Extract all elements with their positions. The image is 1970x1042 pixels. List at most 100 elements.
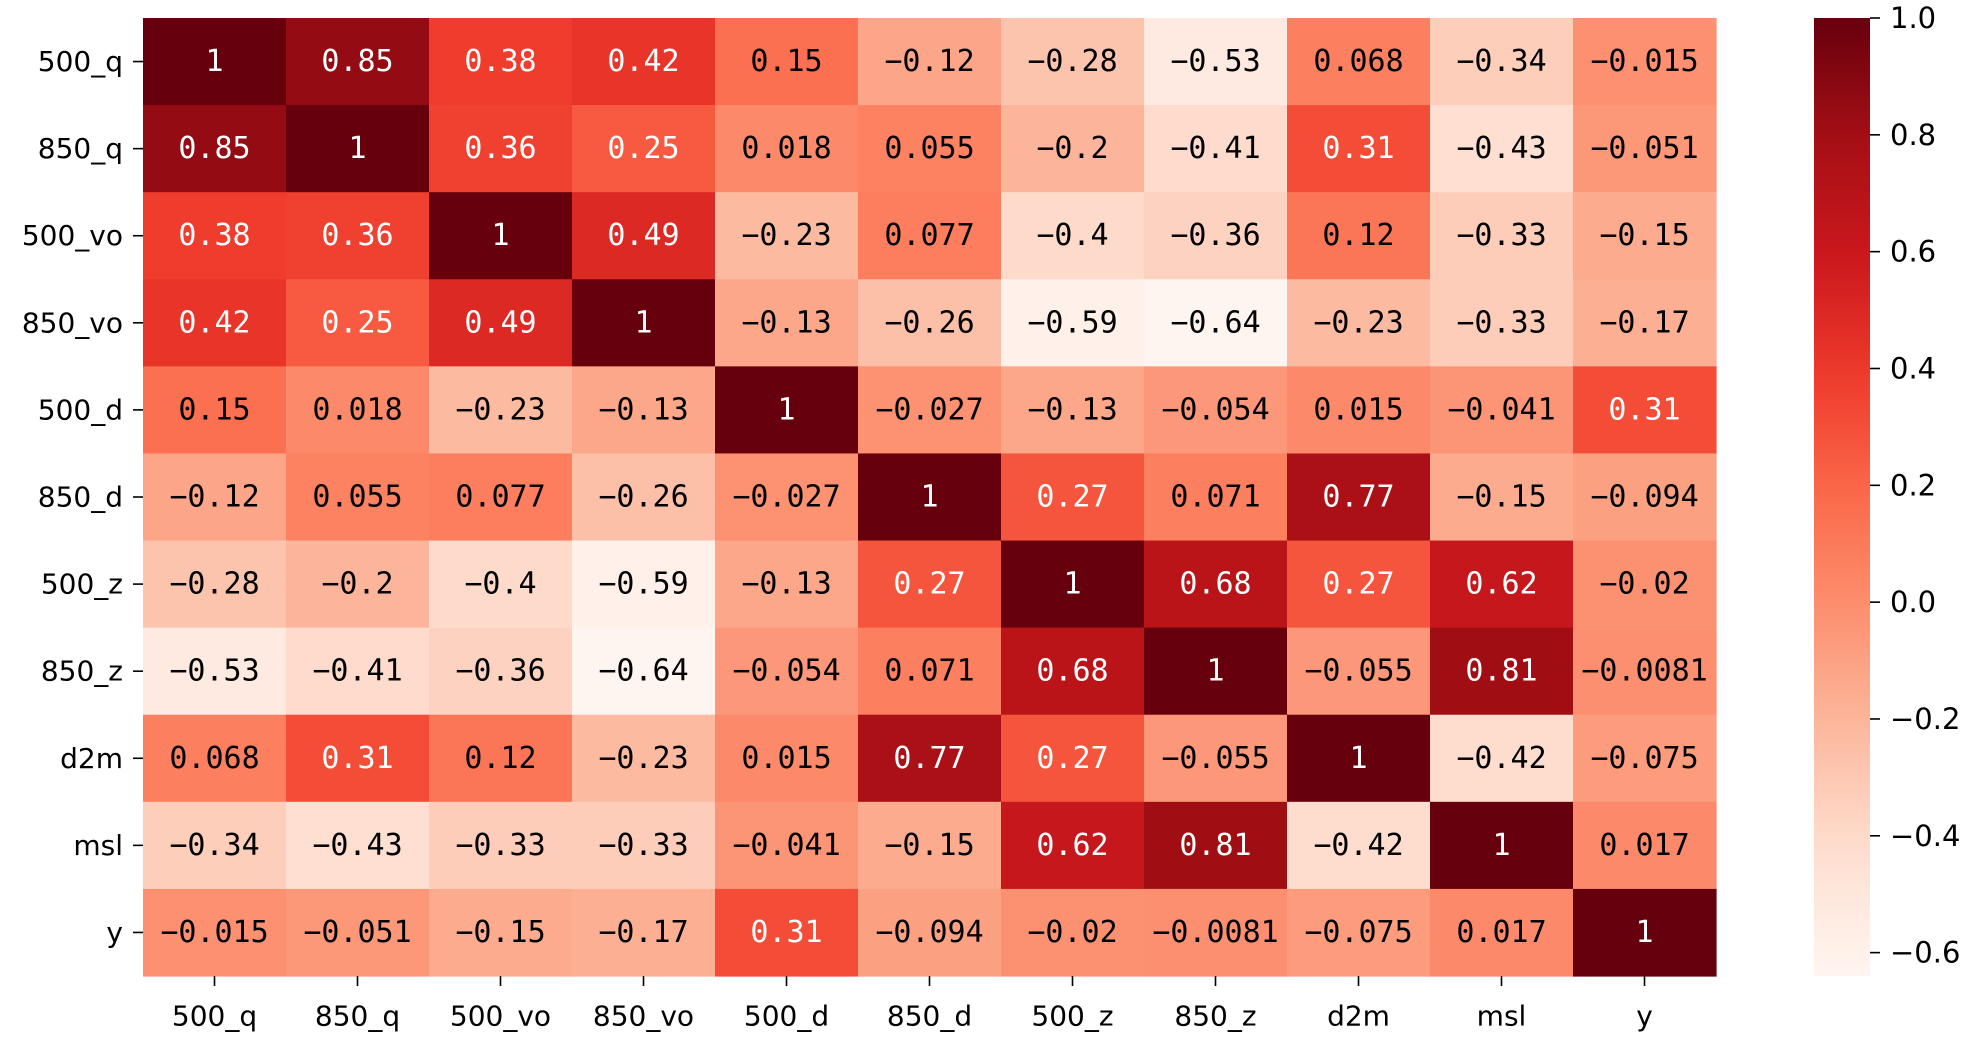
cell-value-label: 0.68 [1179,567,1251,602]
cell-value-label: −0.13 [1027,392,1117,427]
cell-value-label: −0.13 [598,392,688,427]
heatmap-cell [1144,801,1288,890]
cell-value-label: −0.041 [1447,392,1555,427]
cell-value-label: −0.34 [169,828,259,863]
heatmap-cell [1573,192,1717,280]
cell-value-label: −0.051 [1590,131,1698,166]
cell-value-label: −0.41 [312,654,402,689]
heatmap-cell [1287,105,1431,193]
cell-value-label: 0.068 [1313,44,1403,79]
heatmap-cell [572,105,716,193]
cell-value-label: −0.02 [1027,915,1117,950]
cell-value-label: 0.15 [750,44,822,79]
heatmap-cell [572,540,716,629]
cell-value-label: 0.25 [607,131,679,166]
y-tick-label: y [106,916,123,949]
heatmap-cell [572,714,716,803]
cell-value-label: 0.31 [1608,392,1680,427]
heatmap-cell [715,105,859,193]
cell-value-label: −0.015 [160,915,268,950]
cell-value-label: −0.075 [1590,741,1698,776]
cell-value-label: 0.85 [178,131,250,166]
cell-value-label: 0.055 [884,131,974,166]
y-tick-label: 500_vo [22,219,123,252]
heatmap-cell [429,105,573,193]
heatmap-cell [1287,453,1431,542]
heatmap-cell [1001,366,1145,455]
cell-value-label: 0.62 [1465,567,1537,602]
heatmap-annotations: 1 0.85 0.38 0.42 0.15 −0.12 −0.28 −0.53 0.068 −0.… [160,44,1707,950]
heatmap-cell [143,801,287,890]
x-tick-label: msl [1477,1000,1527,1033]
heatmap-cell [1430,192,1574,280]
colorbar-tick-label: −0.6 [1890,936,1960,970]
cell-value-label: 0.077 [884,218,974,253]
cell-value-label: 1 [1206,654,1224,689]
colorbar-tick-label: 1.0 [1890,1,1936,35]
cell-value-label: 0.36 [464,131,536,166]
cell-value-label: 0.49 [607,218,679,253]
heatmap-cell [1287,627,1431,716]
heatmap-cell [572,801,716,890]
heatmap-cell [715,453,859,542]
heatmap-cell [715,627,859,716]
heatmap-cell [715,366,859,455]
cell-value-label: −0.36 [1170,218,1260,253]
x-tick-label: 850_d [887,1000,972,1033]
heatmap-cell [429,888,573,977]
heatmap-cell [715,888,859,977]
cell-value-label: −0.094 [1590,480,1698,515]
y-tick-label: 850_q [38,132,123,165]
heatmap-cell [1001,627,1145,716]
heatmap-cell [143,714,287,803]
heatmap-cell [1430,540,1574,629]
cell-value-label: −0.2 [321,567,393,602]
heatmap-cell [1573,105,1717,193]
cell-value-label: 0.31 [321,741,393,776]
heatmap-cells [143,18,1717,977]
heatmap-cell [1430,453,1574,542]
cell-value-label: 1 [920,480,938,515]
cell-value-label: −0.42 [1313,828,1403,863]
heatmap-cell [286,105,430,193]
heatmap-cell [715,801,859,890]
heatmap-cell [286,888,430,977]
heatmap-cell [715,192,859,280]
cell-value-label: −0.027 [732,480,840,515]
heatmap-cell [286,627,430,716]
heatmap-cell [143,888,287,977]
heatmap-cell [429,279,573,367]
heatmap-cell [1001,192,1145,280]
cell-value-label: 0.62 [1036,828,1108,863]
cell-value-label: 1 [1492,828,1510,863]
heatmap-cell [1430,105,1574,193]
heatmap-cell [1144,279,1288,367]
cell-value-label: 0.36 [321,218,393,253]
cell-value-label: −0.094 [875,915,983,950]
x-tick-label: 500_vo [450,1000,551,1033]
y-tick-label: 500_d [38,393,123,426]
cell-value-label: 1 [205,44,223,79]
heatmap-cell [286,453,430,542]
cell-value-label: 1 [634,305,652,340]
cell-value-label: 0.12 [1322,218,1394,253]
heatmap-cell [858,540,1002,629]
cell-value-label: 0.31 [750,915,822,950]
heatmap-cell [1287,540,1431,629]
cell-value-label: −0.59 [1027,305,1117,340]
colorbar-tick-label: 0.2 [1890,468,1936,502]
x-tick-label: 500_z [1031,1000,1113,1033]
cell-value-label: 0.27 [893,567,965,602]
y-axis: 500_q 850_q 500_vo 850_vo 500_d 850_d 500_z 850… [22,45,143,949]
y-tick-label: 850_d [38,481,123,514]
cell-value-label: −0.34 [1456,44,1546,79]
heatmap-cell [1573,888,1717,977]
heatmap-cell [1287,888,1431,977]
cell-value-label: −0.59 [598,567,688,602]
cell-value-label: 0.68 [1036,654,1108,689]
cell-value-label: −0.26 [598,480,688,515]
heatmap-cell [858,888,1002,977]
heatmap-cell [572,453,716,542]
heatmap-cell [1144,192,1288,280]
colorbar-tick-label: 0.6 [1890,235,1936,269]
